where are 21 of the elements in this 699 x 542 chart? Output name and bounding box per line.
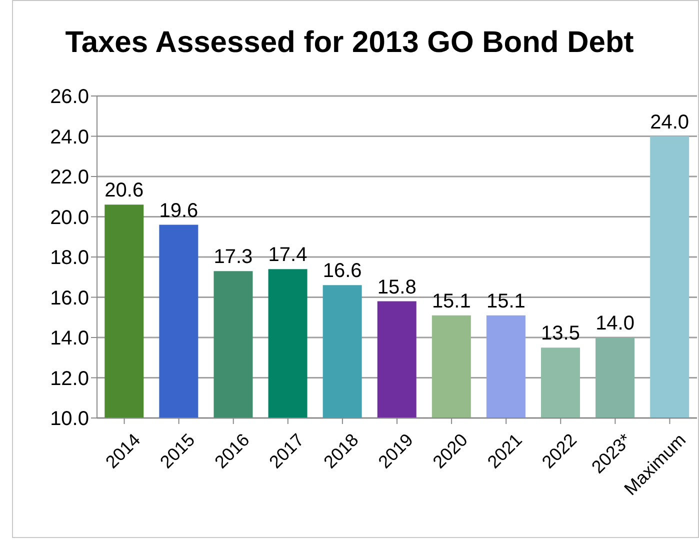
y-tick-label: 22.0 [50,166,89,189]
y-tick-label: 20.0 [50,206,89,229]
data-label: 17.4 [268,244,308,266]
data-label: 24.0 [650,111,690,134]
data-label: 19.6 [159,200,198,222]
y-tick-label: 10.0 [50,408,89,430]
data-label: 13.5 [541,322,580,345]
data-label: 15.8 [377,276,416,298]
y-tick-label: 24.0 [50,126,89,148]
y-tick-label: 26.0 [50,86,89,108]
data-label: 16.6 [322,260,362,282]
y-tick-label: 18.0 [50,247,89,270]
chart-title: Taxes Assessed for 2013 GO Bond Debt [64,26,635,60]
data-label: 15.1 [486,290,526,312]
data-label: 17.3 [214,246,253,268]
data-label: 15.1 [432,290,471,312]
y-tick-label: 14.0 [50,328,89,350]
data-label: 14.0 [596,312,635,334]
y-tick-label: 16.0 [50,287,89,310]
data-label: 20.6 [104,180,144,202]
y-tick-label: 12.0 [50,368,89,390]
